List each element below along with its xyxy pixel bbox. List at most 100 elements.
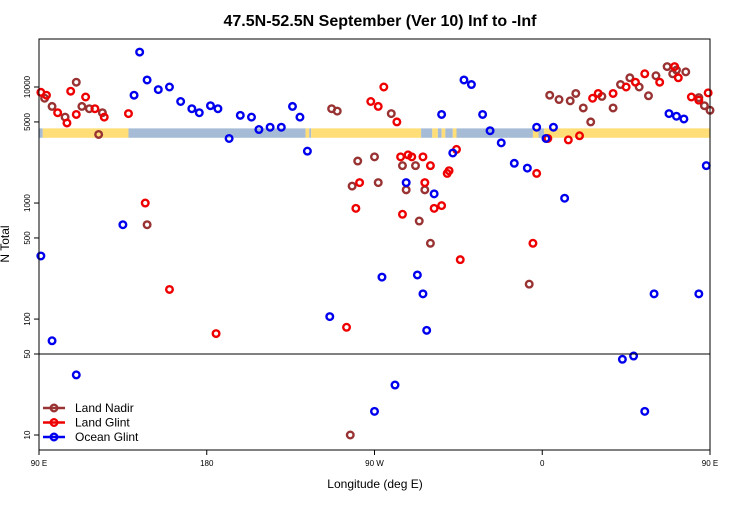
point-ocean-glint bbox=[448, 148, 458, 158]
point-ocean-glint bbox=[422, 325, 432, 335]
point-ocean-glint bbox=[629, 351, 639, 361]
point-land-glint bbox=[621, 82, 631, 92]
point-ocean-glint bbox=[213, 104, 223, 114]
point-ocean-glint bbox=[560, 193, 570, 203]
point-ocean-glint bbox=[224, 133, 234, 143]
land-segment bbox=[311, 128, 422, 138]
y-tick-label: 100 bbox=[23, 312, 32, 326]
point-land-glint bbox=[366, 96, 376, 106]
point-ocean-glint bbox=[176, 96, 186, 106]
point-ocean-glint bbox=[437, 109, 447, 119]
point-land-glint bbox=[444, 166, 454, 176]
point-land-nadir bbox=[414, 216, 424, 226]
point-ocean-glint bbox=[640, 406, 650, 416]
point-ocean-glint bbox=[496, 138, 506, 148]
y-axis-title: N Total bbox=[0, 225, 12, 262]
point-ocean-glint bbox=[418, 289, 428, 299]
point-land-glint bbox=[99, 112, 109, 122]
ocean-segment bbox=[445, 128, 453, 138]
point-land-glint bbox=[608, 88, 618, 98]
point-ocean-glint bbox=[694, 289, 704, 299]
point-ocean-glint bbox=[36, 251, 46, 261]
point-land-glint bbox=[532, 168, 542, 178]
point-land-nadir bbox=[401, 185, 411, 195]
x-tick-label: 90 E bbox=[702, 459, 718, 468]
y-tick-label: 10000 bbox=[23, 75, 32, 98]
x-tick-label: 0 bbox=[540, 459, 545, 468]
y-tick-label: 5000 bbox=[23, 112, 32, 130]
point-ocean-glint bbox=[370, 406, 380, 416]
ocean-segment bbox=[437, 128, 442, 138]
point-land-glint bbox=[62, 118, 72, 128]
point-ocean-glint bbox=[459, 75, 469, 85]
point-land-nadir bbox=[347, 181, 357, 191]
point-land-nadir bbox=[681, 67, 691, 77]
point-land-glint bbox=[392, 117, 402, 127]
point-land-nadir bbox=[662, 62, 672, 72]
land-segment bbox=[452, 128, 457, 138]
x-tick-label: 90 E bbox=[31, 459, 47, 468]
point-ocean-glint bbox=[541, 133, 551, 143]
point-land-nadir bbox=[699, 101, 709, 111]
point-land-glint bbox=[588, 93, 598, 103]
point-land-nadir bbox=[353, 156, 363, 166]
point-land-glint bbox=[563, 135, 573, 145]
point-ocean-glint bbox=[509, 158, 519, 168]
point-ocean-glint bbox=[701, 161, 711, 171]
point-land-nadir bbox=[524, 279, 534, 289]
ocean-segment bbox=[456, 128, 533, 138]
point-land-nadir bbox=[420, 185, 430, 195]
chart-title: 47.5N-52.5N September (Ver 10) Inf to -I… bbox=[224, 13, 538, 30]
point-land-nadir bbox=[373, 178, 383, 188]
point-land-glint bbox=[407, 152, 417, 162]
point-land-glint bbox=[373, 101, 383, 111]
point-land-glint bbox=[673, 73, 683, 83]
point-ocean-glint bbox=[164, 82, 174, 92]
point-ocean-glint bbox=[390, 380, 400, 390]
point-ocean-glint bbox=[401, 178, 411, 188]
point-ocean-glint bbox=[302, 146, 312, 156]
point-land-nadir bbox=[643, 91, 653, 101]
point-land-glint bbox=[703, 88, 713, 98]
x-axis: 90 E 180 90 W 0 90 E bbox=[31, 450, 718, 468]
legend-label: Ocean Glint bbox=[75, 430, 139, 444]
point-ocean-glint bbox=[205, 101, 215, 111]
point-land-nadir bbox=[608, 103, 618, 113]
point-land-nadir bbox=[94, 129, 104, 139]
point-land-glint bbox=[420, 178, 430, 188]
point-ocean-glint bbox=[276, 122, 286, 132]
point-land-glint bbox=[397, 209, 407, 219]
point-land-glint bbox=[630, 77, 640, 87]
point-ocean-glint bbox=[287, 101, 297, 111]
point-ocean-glint bbox=[142, 75, 152, 85]
point-ocean-glint bbox=[412, 270, 422, 280]
point-land-glint bbox=[686, 92, 696, 102]
land-segment bbox=[42, 128, 129, 138]
series-land-glint bbox=[36, 62, 713, 339]
point-land-glint bbox=[123, 109, 133, 119]
point-land-nadir bbox=[586, 117, 596, 127]
point-ocean-glint bbox=[47, 336, 57, 346]
point-land-glint bbox=[41, 90, 51, 100]
point-land-glint bbox=[670, 62, 680, 72]
point-land-nadir bbox=[578, 103, 588, 113]
x-axis-title: Longitude (deg E) bbox=[327, 477, 422, 491]
series-ocean-glint bbox=[36, 47, 711, 416]
point-land-glint bbox=[528, 238, 538, 248]
point-ocean-glint bbox=[153, 85, 163, 95]
ocean-segment bbox=[421, 128, 433, 138]
y-tick-label: 50 bbox=[23, 349, 32, 358]
point-land-nadir bbox=[77, 101, 87, 111]
point-land-nadir bbox=[554, 95, 564, 105]
point-land-glint bbox=[355, 178, 365, 188]
point-ocean-glint bbox=[325, 312, 335, 322]
y-tick-label: 500 bbox=[23, 231, 32, 245]
point-land-glint bbox=[418, 152, 428, 162]
ocean-segment bbox=[538, 128, 545, 138]
point-ocean-glint bbox=[664, 109, 674, 119]
point-land-glint bbox=[379, 82, 389, 92]
point-land-nadir bbox=[545, 90, 555, 100]
legend-marker bbox=[49, 432, 59, 442]
legend-entry-land-glint: Land Glint bbox=[43, 416, 130, 430]
